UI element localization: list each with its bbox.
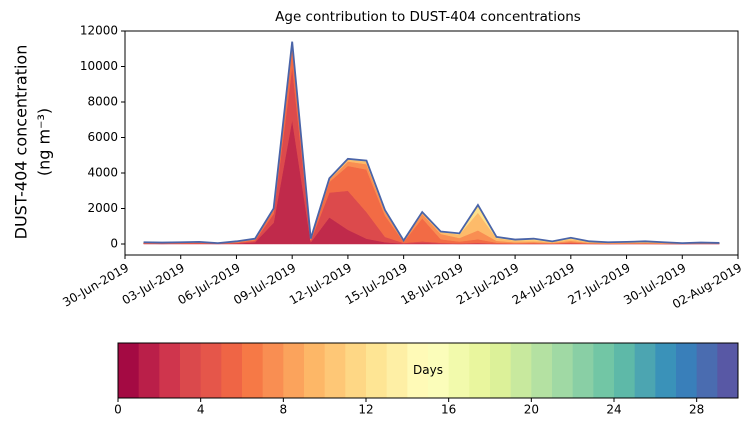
- chart-title: Age contribution to DUST-404 concentrati…: [275, 9, 581, 25]
- colorbar-bin: [448, 343, 470, 398]
- y-tick-label: 12000: [80, 24, 118, 38]
- y-tick-label: 0: [110, 236, 118, 250]
- area: [143, 44, 720, 244]
- area: [143, 48, 720, 245]
- colorbar-bin: [572, 343, 594, 398]
- colorbar-bin: [717, 343, 739, 398]
- colorbar-bin: [366, 343, 388, 398]
- colorbar-bin: [614, 343, 636, 398]
- colorbar-bin: [407, 343, 429, 398]
- colorbar-bin: [200, 343, 222, 398]
- colorbar-tick-label: 24: [606, 403, 621, 417]
- colorbar-bin: [531, 343, 553, 398]
- colorbar-bin: [386, 343, 408, 398]
- colorbar-tick-label: 12: [358, 403, 373, 417]
- y-tick-label: 6000: [87, 130, 118, 144]
- y-axis-unit: (ng m⁻³): [35, 108, 54, 176]
- colorbar-tick-label: 0: [114, 403, 122, 417]
- colorbar-tick-label: 8: [280, 403, 288, 417]
- colorbar-bin: [118, 343, 140, 398]
- x-tick-label: 03-Jul-2019: [120, 261, 187, 308]
- x-tick-label: 30-Jun-2019: [60, 261, 131, 310]
- colorbar-bin: [138, 343, 160, 398]
- colorbar-bin: [552, 343, 574, 398]
- colorbar-bin: [490, 343, 512, 398]
- area: [143, 41, 720, 244]
- colorbar-bin: [345, 343, 367, 398]
- colorbar-tick-label: 4: [197, 403, 205, 417]
- x-tick-label: 15-Jul-2019: [343, 261, 410, 308]
- y-tick-label: 10000: [80, 59, 118, 73]
- colorbar-bin: [283, 343, 305, 398]
- x-tick-label: 24-Jul-2019: [510, 261, 577, 308]
- colorbar-bin: [696, 343, 718, 398]
- area: [143, 66, 720, 245]
- colorbar-bin: [324, 343, 346, 398]
- area: [143, 42, 720, 244]
- colorbar-bin: [655, 343, 677, 398]
- plot-frame: [124, 30, 739, 256]
- x-tick-label: 09-Jul-2019: [231, 261, 298, 308]
- x-tick-label: 27-Jul-2019: [565, 261, 632, 308]
- colorbar-bin: [428, 343, 450, 398]
- x-tick-label: 18-Jul-2019: [398, 261, 465, 308]
- y-tick-label: 2000: [87, 201, 118, 215]
- colorbar-bin: [510, 343, 532, 398]
- colorbar-bin: [159, 343, 181, 398]
- y-axis-label: DUST-404 concentration: [12, 45, 31, 240]
- colorbar-tick-label: 20: [524, 403, 539, 417]
- colorbar-bin: [676, 343, 698, 398]
- total-line: [143, 41, 720, 245]
- x-tick-label: 06-Jul-2019: [175, 261, 242, 308]
- y-tick-label: 8000: [87, 94, 118, 108]
- colorbar-bin: [304, 343, 326, 398]
- colorbar-tick-label: 28: [689, 403, 704, 417]
- colorbar-frame: [117, 342, 739, 399]
- x-tick-label: 21-Jul-2019: [454, 261, 521, 308]
- colorbar-bin: [469, 343, 491, 398]
- colorbar-bin: [221, 343, 243, 398]
- y-tick-label: 4000: [87, 165, 118, 179]
- colorbar-bin: [262, 343, 284, 398]
- colorbar-label: Days: [413, 363, 443, 377]
- x-tick-label: 12-Jul-2019: [287, 261, 354, 308]
- colorbar-tick-label: 16: [441, 403, 456, 417]
- colorbar-bin: [593, 343, 615, 398]
- colorbar-bin: [242, 343, 264, 398]
- colorbar-bin: [180, 343, 202, 398]
- colorbar-bin: [634, 343, 656, 398]
